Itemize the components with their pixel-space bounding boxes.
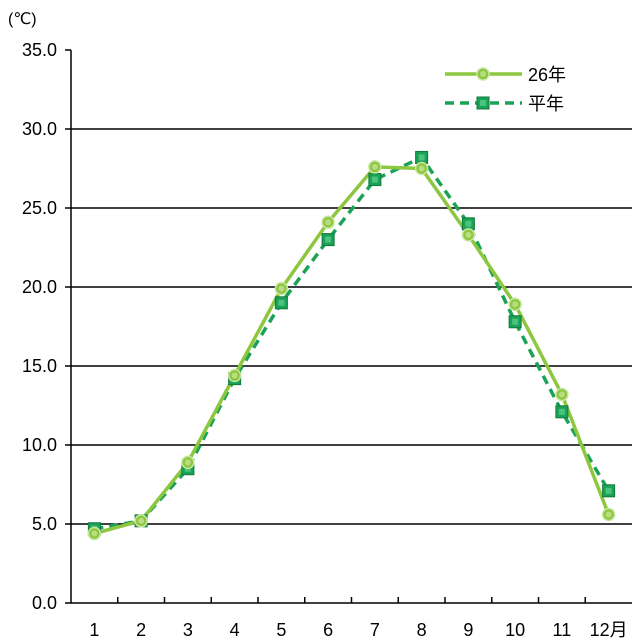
legend-marker-shape-0 — [476, 67, 490, 81]
series-0-point-0 — [87, 526, 102, 541]
y-tick-label-4: 20.0 — [22, 277, 57, 297]
x-tick-label-7: 8 — [417, 620, 427, 640]
y-tick-label-3: 15.0 — [22, 356, 57, 376]
series-1-point-10 — [555, 405, 569, 419]
legend-marker-shape-1 — [476, 96, 490, 110]
y-tick-label-1: 5.0 — [32, 514, 57, 534]
x-tick-label-11: 12月 — [590, 620, 628, 640]
x-tick-label-9: 10 — [505, 620, 525, 640]
y-tick-label-6: 30.0 — [22, 119, 57, 139]
legend-marker-heinen — [476, 96, 490, 110]
series-1-point-11 — [602, 484, 616, 498]
x-tick-label-4: 5 — [276, 620, 286, 640]
y-unit-label: (℃) — [8, 11, 37, 28]
series-0-point-10 — [555, 387, 569, 402]
series-0-point-7 — [414, 161, 429, 176]
x-tick-label-1: 2 — [136, 620, 146, 640]
series-0-point-9 — [508, 297, 522, 312]
gridlines — [71, 128, 632, 525]
x-tick-label-0: 1 — [89, 620, 99, 640]
series-lines — [87, 150, 616, 541]
series-1-point-4 — [274, 296, 288, 310]
series-0-point-6 — [368, 160, 382, 174]
series-0-point-5 — [321, 215, 335, 229]
series-1-point-6 — [368, 173, 382, 187]
x-tick-label-6: 7 — [370, 620, 380, 640]
series-1-point-7 — [415, 150, 429, 164]
legend-marker-26 — [476, 67, 490, 81]
y-tick-label-0: 0.0 — [32, 593, 57, 613]
series-0-point-1 — [134, 514, 148, 528]
series-0-point-3 — [227, 368, 242, 383]
y-tick-label-5: 25.0 — [22, 198, 57, 218]
y-tick-label-7: 35.0 — [22, 40, 57, 60]
legend: 26年 平年 — [445, 65, 566, 114]
series-line-1 — [94, 155, 611, 531]
legend-label-heinen: 平年 — [528, 94, 564, 114]
series-0-point-11 — [601, 507, 616, 522]
series-0-point-4 — [274, 281, 289, 296]
series-1-point-9 — [508, 315, 522, 329]
series-1-point-5 — [321, 233, 335, 247]
x-tick-label-10: 11 — [553, 620, 572, 640]
x-tick-label-2: 3 — [183, 620, 193, 640]
legend-label-26: 26年 — [528, 65, 566, 85]
y-tick-label-2: 10.0 — [22, 435, 57, 455]
axes: 0.0 5.0 10.0 15.0 20.0 25.0 30.0 35.0 1 2 3 4 5 6 7 8 9 1… — [22, 40, 632, 640]
series-0-point-8 — [461, 228, 476, 242]
series-0-point-2 — [181, 455, 195, 470]
series-1-point-8 — [461, 217, 475, 231]
series-line-0 — [93, 165, 611, 536]
x-tick-label-3: 4 — [230, 620, 240, 640]
x-tick-label-5: 6 — [323, 620, 333, 640]
x-tick-label-8: 9 — [463, 620, 473, 640]
